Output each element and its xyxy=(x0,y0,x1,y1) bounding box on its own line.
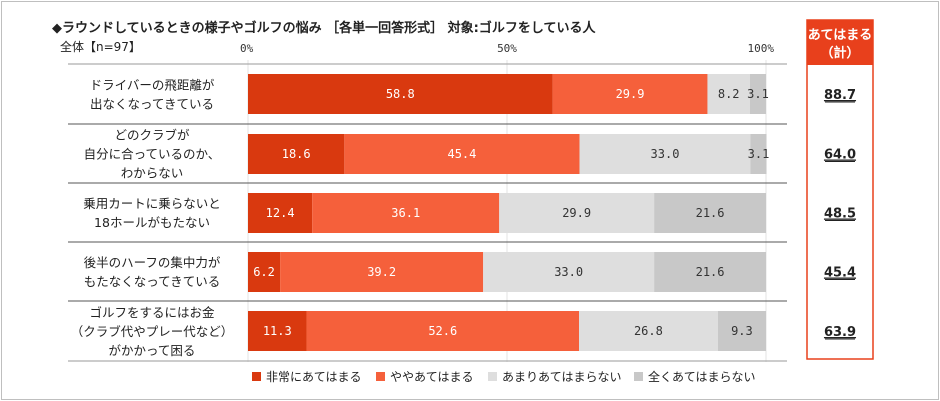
category-label-line: ゴルフをするにはお金 xyxy=(89,305,215,320)
category-label: どのクラブが自分に合っているのか、わからない xyxy=(84,128,221,181)
bar-value-label: 26.8 xyxy=(634,324,663,338)
bar-segment xyxy=(654,193,766,233)
summary-value: 45.4 xyxy=(824,266,856,281)
category-label-line: わからない xyxy=(121,166,184,181)
bar-segment xyxy=(483,252,655,292)
bar-segment xyxy=(654,252,766,292)
legend-swatch xyxy=(376,372,385,381)
x-tick-label: 100% xyxy=(748,42,775,55)
legend-label: 非常にあてはまる xyxy=(266,370,362,384)
bar-value-label: 33.0 xyxy=(554,265,583,279)
summary-box xyxy=(806,19,874,360)
category-label: 後半のハーフの集中力がもたなくなってきている xyxy=(84,255,221,289)
bar-segment xyxy=(280,252,484,292)
legend: 非常にあてはまる ややあてはまる あまりあてはまらない 全くあてはまらない xyxy=(252,369,756,384)
bar-value-label: 11.3 xyxy=(263,324,292,338)
summary-value: 64.0 xyxy=(824,148,856,163)
bar-segment xyxy=(344,134,580,174)
bar-segment xyxy=(306,311,580,351)
legend-label: 全くあてはまらない xyxy=(648,369,756,384)
bars-layer: 58.8 29.9 8.2 3.1 18.6 45.4 33.0 3.1 12.4 36.1 29.… xyxy=(248,74,769,351)
bar-value-label: 52.6 xyxy=(428,324,457,338)
summary-value: 88.7 xyxy=(824,88,856,103)
bar-segment xyxy=(750,134,767,174)
bar-value-label: 29.9 xyxy=(616,87,645,101)
category-label: ドライバーの飛距離が出なくなってきている xyxy=(90,78,215,112)
category-label-line: 出なくなってきている xyxy=(90,97,214,112)
bar-segment xyxy=(552,74,708,114)
bar-value-label: 39.2 xyxy=(367,265,396,279)
bar-segment xyxy=(579,134,751,174)
bar-segment xyxy=(248,193,313,233)
rows-layer: ドライバーの飛距離が出なくなってきているどのクラブが自分に合っているのか、わから… xyxy=(68,63,787,362)
category-label: 乗用カートに乗らないと 18ホールがもたない xyxy=(83,196,221,230)
x-tick-label: 0% xyxy=(240,42,254,55)
summary-value: 63.9 xyxy=(824,325,856,340)
bar-value-label: 29.9 xyxy=(562,206,591,220)
bar-value-label: 45.4 xyxy=(447,147,476,161)
x-tick-label: 50% xyxy=(497,42,517,55)
bar-value-label: 9.3 xyxy=(731,324,753,338)
category-label-line: 18ホールがもたない xyxy=(94,215,210,230)
legend-label: あまりあてはまらない xyxy=(502,370,622,384)
bar-segment xyxy=(312,193,500,233)
summary-value: 48.5 xyxy=(824,207,856,222)
bar-segment xyxy=(717,311,766,351)
category-label-line: 乗用カートに乗らないと xyxy=(83,196,221,211)
category-label: ゴルフをするにはお金 （クラブ代やプレー代など） がかかって困る xyxy=(71,305,234,358)
chart-title: ◆ラウンドしているときの様子やゴルフの悩み ［各単一回答形式］ 対象:ゴルフをし… xyxy=(52,20,596,36)
summary-header-line1: あてはまる xyxy=(808,28,872,43)
legend-swatch xyxy=(488,372,497,381)
summary-header-line2: （計） xyxy=(820,45,859,61)
bar-value-label: 21.6 xyxy=(696,206,725,220)
legend-label: ややあてはまる xyxy=(390,370,474,384)
category-label-line: どのクラブが xyxy=(114,128,190,143)
category-label-line: ドライバーの飛距離が xyxy=(90,78,215,93)
category-label-line: もたなくなってきている xyxy=(84,274,221,289)
bar-value-label: 36.1 xyxy=(391,206,420,220)
bar-value-label: 21.6 xyxy=(696,265,725,279)
bar-value-label: 18.6 xyxy=(282,147,311,161)
bar-value-label: 33.0 xyxy=(651,147,680,161)
category-label-line: 自分に合っているのか、 xyxy=(84,147,221,162)
bar-segment xyxy=(248,74,553,114)
bar-segment xyxy=(248,252,281,292)
chart-subtitle: 全体【n=97】 xyxy=(60,39,141,54)
bar-segment xyxy=(749,74,766,114)
bar-value-label: 58.8 xyxy=(386,87,415,101)
bar-value-label: 3.1 xyxy=(747,87,769,101)
bar-segment xyxy=(248,311,307,351)
summary-panel: あてはまる （計） 88.7 64.0 48.5 45.4 63.9 xyxy=(806,19,874,360)
legend-swatch xyxy=(634,372,643,381)
summary-header-bg xyxy=(807,20,873,65)
bar-value-label: 3.1 xyxy=(748,147,770,161)
category-label-line: がかかって困る xyxy=(109,343,196,358)
category-label-line: （クラブ代やプレー代など） xyxy=(71,324,234,339)
legend-swatch xyxy=(252,372,261,381)
bar-segment xyxy=(499,193,655,233)
bar-segment xyxy=(707,74,750,114)
bar-segment xyxy=(579,311,718,351)
bar-value-label: 6.2 xyxy=(253,265,275,279)
bar-value-label: 12.4 xyxy=(266,206,295,220)
category-label-line: 後半のハーフの集中力が xyxy=(84,255,221,270)
bar-segment xyxy=(248,134,345,174)
bar-value-label: 8.2 xyxy=(718,87,740,101)
